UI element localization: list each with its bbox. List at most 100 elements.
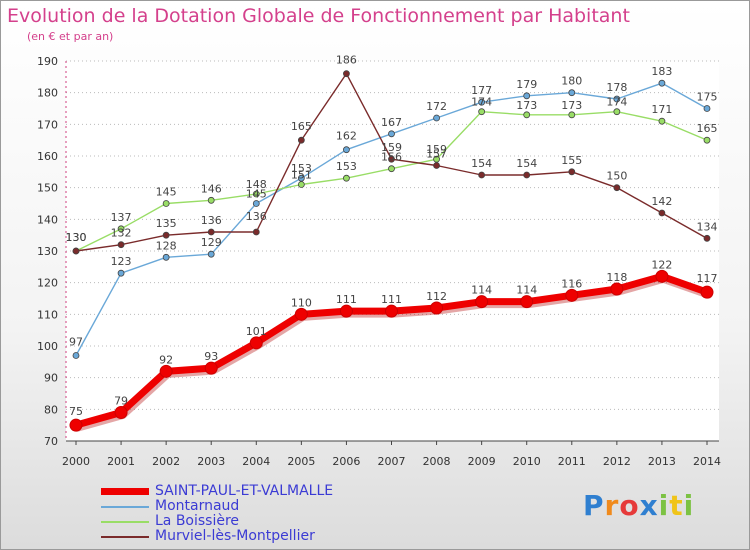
data-label: 145 bbox=[246, 188, 267, 201]
data-point bbox=[703, 234, 711, 242]
x-tick-label: 2002 bbox=[152, 455, 180, 468]
data-label: 97 bbox=[69, 336, 83, 349]
logo-letter: P bbox=[583, 489, 605, 522]
data-point bbox=[204, 361, 218, 375]
x-tick-label: 2011 bbox=[558, 455, 586, 468]
data-point bbox=[252, 200, 260, 207]
data-label: 171 bbox=[651, 103, 672, 116]
data-point bbox=[297, 181, 305, 188]
data-label: 93 bbox=[204, 350, 218, 363]
data-point bbox=[252, 190, 260, 198]
data-label: 136 bbox=[246, 210, 267, 223]
data-label: 122 bbox=[651, 258, 672, 271]
data-label: 186 bbox=[336, 54, 357, 67]
data-point bbox=[294, 307, 308, 321]
x-tick-label: 2012 bbox=[603, 455, 631, 468]
data-label: 172 bbox=[426, 100, 447, 113]
logo-letter: t bbox=[669, 489, 684, 522]
data-label: 132 bbox=[111, 227, 132, 240]
data-point bbox=[478, 98, 486, 106]
logo-letter: o bbox=[619, 489, 640, 522]
legend-swatch bbox=[101, 505, 149, 508]
data-point bbox=[433, 162, 440, 169]
y-tick-label: 90 bbox=[44, 372, 58, 385]
data-point bbox=[565, 288, 579, 302]
data-label: 167 bbox=[381, 116, 402, 129]
data-point bbox=[658, 117, 666, 125]
x-tick-label: 2000 bbox=[62, 455, 90, 468]
data-label: 165 bbox=[697, 122, 718, 135]
data-label: 114 bbox=[516, 284, 537, 297]
data-label: 134 bbox=[697, 220, 718, 233]
data-label: 146 bbox=[201, 182, 222, 195]
data-label: 153 bbox=[291, 162, 312, 175]
data-point bbox=[433, 114, 440, 122]
data-label: 130 bbox=[66, 231, 87, 244]
y-tick-label: 160 bbox=[37, 150, 58, 163]
data-point bbox=[162, 200, 170, 207]
y-tick-label: 70 bbox=[44, 435, 58, 448]
data-point bbox=[162, 253, 170, 261]
data-label: 117 bbox=[697, 272, 718, 285]
data-label: 180 bbox=[561, 75, 582, 88]
data-label: 114 bbox=[471, 284, 492, 297]
y-tick-label: 80 bbox=[44, 403, 58, 416]
legend-item: Montarnaud bbox=[101, 499, 333, 514]
data-label: 128 bbox=[156, 239, 177, 252]
data-label: 156 bbox=[381, 151, 402, 164]
logo-letter: r bbox=[604, 489, 620, 522]
proxiti-logo: Proxiti bbox=[583, 489, 694, 522]
y-tick-label: 120 bbox=[37, 277, 58, 290]
data-point bbox=[568, 168, 576, 176]
data-point bbox=[520, 295, 534, 309]
data-label: 162 bbox=[336, 130, 357, 143]
x-tick-label: 2001 bbox=[107, 455, 135, 468]
legend-swatch bbox=[101, 488, 149, 495]
data-label: 174 bbox=[606, 96, 627, 109]
data-point bbox=[613, 95, 621, 103]
data-point bbox=[207, 196, 215, 204]
data-label: 183 bbox=[651, 65, 672, 78]
legend-swatch bbox=[101, 520, 149, 523]
data-label: 112 bbox=[426, 290, 447, 303]
data-label: 155 bbox=[561, 154, 582, 167]
data-point bbox=[343, 174, 350, 182]
data-point bbox=[159, 364, 173, 378]
data-point bbox=[658, 79, 666, 87]
logo-letter: i bbox=[683, 489, 695, 522]
legend-item: SAINT-PAUL-ET-VALMALLE bbox=[101, 484, 333, 499]
data-point bbox=[568, 111, 576, 119]
line-chart: 70 80 90 100 110 120 130 140 150 160 170 180 190 2000… bbox=[37, 54, 721, 468]
data-point bbox=[478, 171, 486, 179]
data-point bbox=[117, 241, 125, 249]
data-point bbox=[610, 282, 624, 296]
data-point bbox=[117, 225, 125, 233]
data-label: 179 bbox=[516, 78, 537, 91]
x-tick-label: 2009 bbox=[468, 455, 496, 468]
data-label: 145 bbox=[156, 186, 177, 199]
data-label: 157 bbox=[426, 148, 447, 161]
data-point bbox=[385, 304, 398, 318]
data-label: 79 bbox=[114, 395, 128, 408]
data-label: 159 bbox=[381, 141, 402, 154]
data-point bbox=[207, 250, 215, 258]
data-label: 142 bbox=[651, 195, 672, 208]
data-label: 123 bbox=[111, 255, 132, 268]
data-label: 174 bbox=[471, 96, 492, 109]
data-point bbox=[658, 209, 666, 217]
data-label: 135 bbox=[156, 217, 177, 230]
data-point bbox=[343, 70, 350, 78]
legend-label: Montarnaud bbox=[155, 498, 240, 514]
data-label: 111 bbox=[381, 293, 402, 306]
data-point bbox=[72, 352, 80, 359]
data-point bbox=[162, 231, 170, 239]
data-label: 178 bbox=[606, 81, 627, 94]
data-label: 150 bbox=[606, 170, 627, 183]
data-label: 92 bbox=[159, 353, 173, 366]
data-label: 151 bbox=[291, 169, 312, 182]
legend: SAINT-PAUL-ET-VALMALLE Montarnaud La Boiss… bbox=[101, 484, 333, 544]
data-point bbox=[703, 105, 711, 112]
legend-label: La Boissière bbox=[155, 513, 240, 529]
data-label: 111 bbox=[336, 293, 357, 306]
